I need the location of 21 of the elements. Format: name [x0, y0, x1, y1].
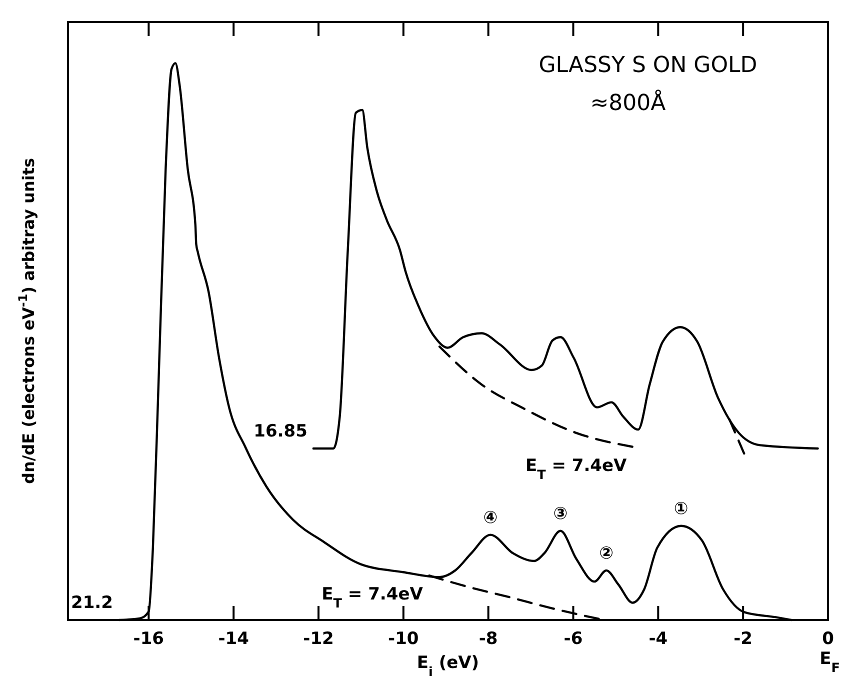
text: ≈800Å: [590, 89, 666, 116]
x-tick-label: -4: [648, 629, 668, 649]
text: E$_{F}$: [820, 649, 840, 676]
annotation: E$_{T}$ = 7.4eV: [525, 456, 628, 482]
annotation: ①: [674, 498, 688, 519]
x-tick-label: -12: [303, 629, 334, 649]
x-tick-label: -8: [478, 629, 498, 649]
x-tick-label: -2: [734, 629, 753, 649]
chart-title: GLASSY S ON GOLD: [538, 53, 758, 78]
x-tick-label: -16: [133, 629, 164, 649]
x-tick-label: 0: [822, 629, 834, 649]
x-tick-label: -14: [218, 629, 250, 649]
x-tick-label: -6: [564, 629, 583, 649]
annotation: ③: [553, 504, 568, 524]
annotation: 16.85: [254, 422, 308, 442]
annotation: E$_{T}$ = 7.4eV: [322, 584, 424, 611]
x-axis-title: E$_{i}$ (eV): [416, 653, 480, 680]
annotation: ④: [483, 508, 498, 528]
annotation: ②: [599, 543, 614, 564]
annotation: 21.2: [70, 593, 113, 613]
x-tick-label: -10: [388, 629, 419, 649]
